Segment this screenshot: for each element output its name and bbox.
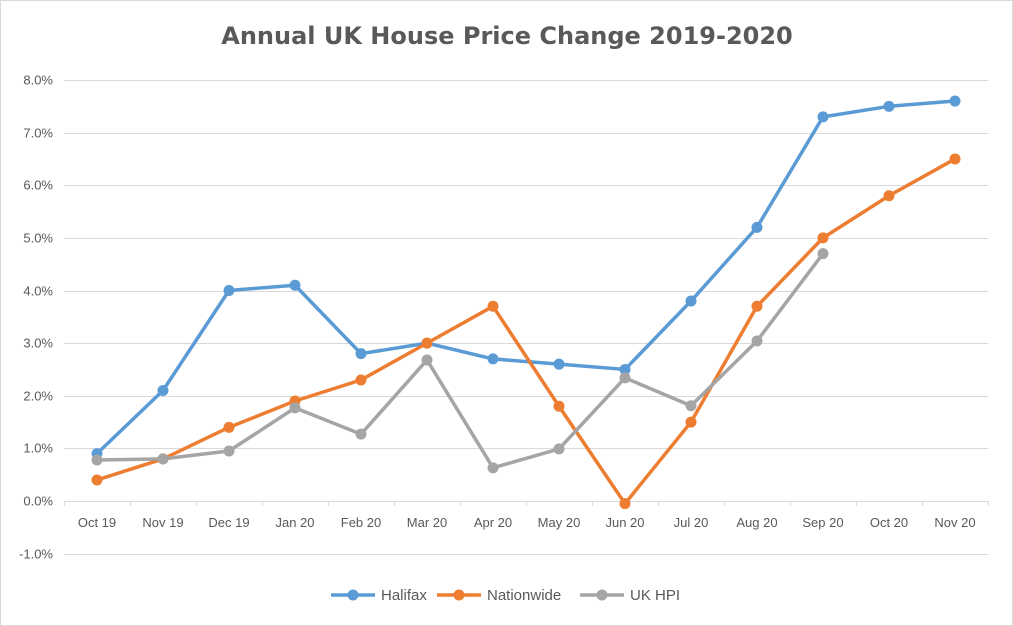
data-point xyxy=(817,232,829,244)
x-tick-label: Jun 20 xyxy=(605,515,644,530)
y-tick-label: 2.0% xyxy=(23,389,53,404)
series-group xyxy=(91,95,961,510)
x-tick-label: Sep 20 xyxy=(802,515,843,530)
gridlines xyxy=(64,80,988,555)
data-point xyxy=(355,374,367,386)
x-tick-label: Jul 20 xyxy=(674,515,709,530)
data-point xyxy=(619,372,631,384)
data-point xyxy=(289,402,301,414)
series-uk-hpi xyxy=(91,248,829,474)
series-nationwide xyxy=(91,153,961,510)
x-tick-label: Nov 19 xyxy=(142,515,183,530)
series-line xyxy=(95,157,957,506)
x-tick-label: Oct 20 xyxy=(870,515,908,530)
data-point xyxy=(619,363,631,375)
legend-marker xyxy=(347,589,359,601)
data-point xyxy=(223,285,235,296)
data-point xyxy=(157,453,169,465)
chart-title: Annual UK House Price Change 2019-2020 xyxy=(221,22,793,50)
data-point xyxy=(883,100,895,112)
x-tick-label: Nov 20 xyxy=(934,515,975,530)
y-tick-label: 3.0% xyxy=(23,336,53,351)
legend-label: UK HPI xyxy=(630,587,680,604)
data-point xyxy=(949,95,961,107)
data-point xyxy=(883,190,895,202)
y-tick-label: 8.0% xyxy=(23,73,53,88)
data-point xyxy=(223,445,235,457)
y-tick-label: 5.0% xyxy=(23,231,53,246)
data-point xyxy=(751,221,763,233)
data-point xyxy=(157,384,169,396)
x-tick-label: Dec 19 xyxy=(208,515,249,530)
data-point xyxy=(685,416,697,428)
y-tick-label: 0.0% xyxy=(23,494,53,509)
x-tick-label: Mar 20 xyxy=(407,515,447,530)
data-point xyxy=(817,111,829,123)
y-tick-label: -1.0% xyxy=(19,547,53,562)
data-point xyxy=(355,348,367,360)
data-point xyxy=(685,400,697,412)
x-tick-label: Apr 20 xyxy=(474,515,512,530)
y-tick-label: 1.0% xyxy=(23,441,53,456)
y-axis: -1.0% 0.0% 1.0% 2.0% 3.0% 4.0% 5.0% 6.0% 7.0% 8.0… xyxy=(19,73,53,562)
x-tick-label: Aug 20 xyxy=(736,515,777,530)
data-point xyxy=(619,498,631,510)
data-point xyxy=(487,462,499,474)
legend-marker xyxy=(453,589,465,601)
data-point xyxy=(223,421,235,433)
legend-item: UK HPI xyxy=(580,587,680,604)
x-tick-label: Oct 19 xyxy=(78,515,116,530)
legend-item: Halifax xyxy=(331,587,427,604)
data-point xyxy=(949,153,961,165)
data-point xyxy=(487,353,499,365)
legend-item: Nationwide xyxy=(437,587,561,604)
legend: Halifax Nationwide UK HPI xyxy=(331,587,680,604)
data-point xyxy=(817,248,829,260)
y-tick-label: 4.0% xyxy=(23,284,53,299)
x-axis: Oct 19 Nov 19 Dec 19 Jan 20 Feb 20 Mar 20 Apr … xyxy=(64,501,989,530)
data-point xyxy=(421,337,433,349)
legend-label: Halifax xyxy=(381,587,427,604)
data-point xyxy=(91,474,103,486)
series-line xyxy=(95,251,825,470)
data-point xyxy=(553,358,565,370)
y-tick-label: 7.0% xyxy=(23,126,53,141)
x-tick-label: Jan 20 xyxy=(275,515,314,530)
data-point xyxy=(751,300,763,312)
data-point xyxy=(553,400,565,412)
data-point xyxy=(91,454,103,466)
data-point xyxy=(421,354,433,366)
y-tick-label: 6.0% xyxy=(23,178,53,193)
data-point xyxy=(289,279,301,291)
data-point xyxy=(685,295,697,307)
data-point xyxy=(487,300,499,312)
x-tick-label: Feb 20 xyxy=(341,515,381,530)
legend-marker xyxy=(596,589,608,601)
data-point xyxy=(751,335,763,347)
legend-label: Nationwide xyxy=(487,587,561,604)
x-tick-label: May 20 xyxy=(538,515,581,530)
data-point xyxy=(355,428,367,440)
series-line xyxy=(95,99,957,456)
data-point xyxy=(553,443,565,455)
